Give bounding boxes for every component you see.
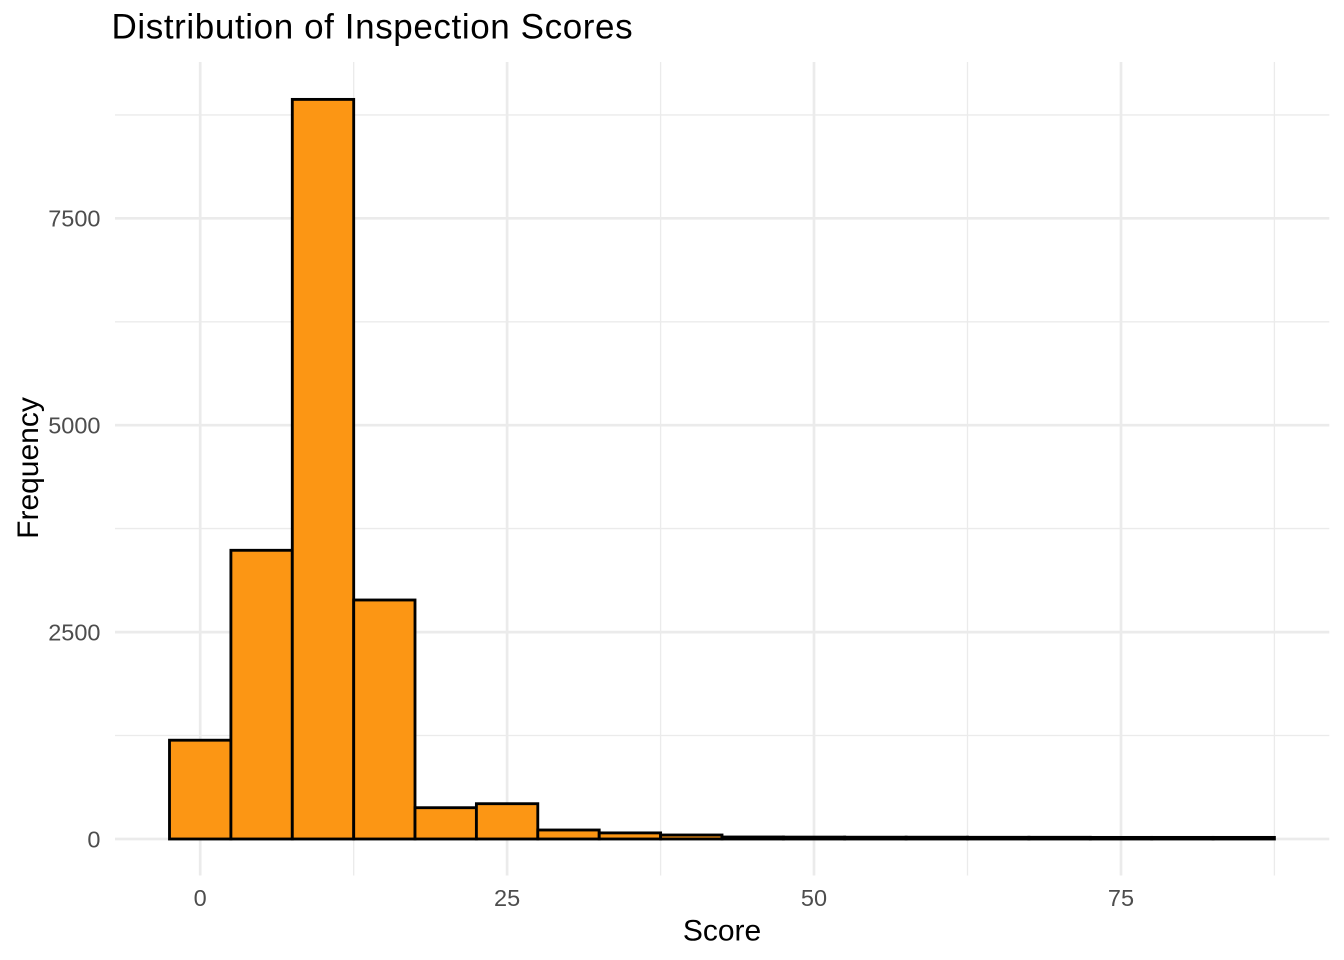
svg-text:Score: Score <box>683 915 761 948</box>
svg-text:7500: 7500 <box>48 206 100 232</box>
svg-text:Frequency: Frequency <box>12 397 45 539</box>
svg-text:Distribution of Inspection Sco: Distribution of Inspection Scores <box>112 8 634 47</box>
svg-text:25: 25 <box>494 885 520 911</box>
svg-text:2500: 2500 <box>48 620 100 646</box>
svg-text:75: 75 <box>1108 885 1134 911</box>
svg-text:0: 0 <box>87 826 100 852</box>
svg-text:0: 0 <box>194 885 207 911</box>
svg-text:50: 50 <box>801 885 827 911</box>
svg-text:5000: 5000 <box>48 413 100 439</box>
